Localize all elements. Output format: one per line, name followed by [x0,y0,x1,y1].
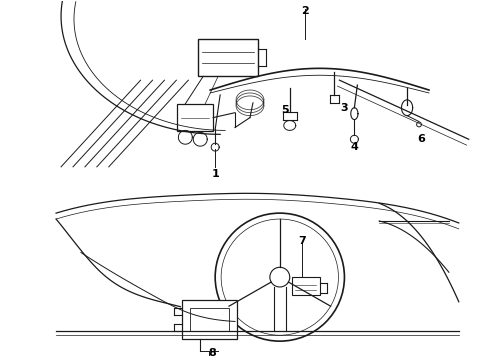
Text: 2: 2 [301,6,309,16]
Bar [182,300,237,339]
Bar [190,308,229,331]
Text: 6: 6 [417,134,425,144]
Text: 4: 4 [350,142,358,152]
Text: 7: 7 [298,236,306,246]
Bar [292,277,319,295]
Text: 8: 8 [208,348,216,358]
Text: 1: 1 [211,169,219,179]
Text: 5: 5 [281,105,289,115]
Bar [198,39,258,76]
Text: 3: 3 [341,103,348,113]
Bar [177,104,213,131]
